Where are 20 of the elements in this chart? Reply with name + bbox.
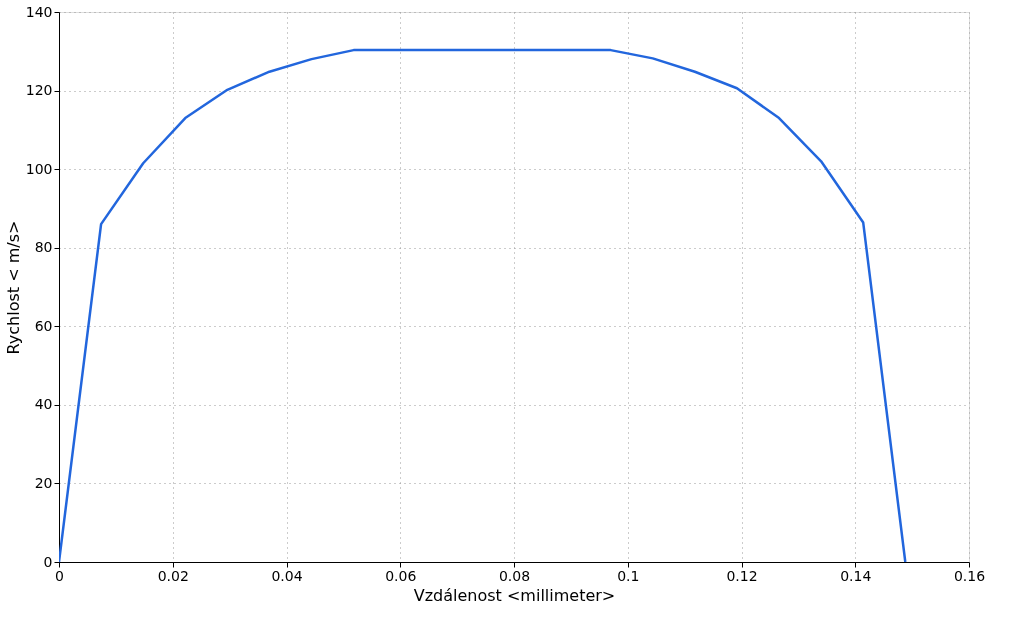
y-tick-label: 80 [34,239,53,256]
y-tick-label: 0 [43,553,53,570]
x-tick-label: 0.16 [953,567,986,584]
x-tick-label: 0.14 [840,567,872,584]
y-tick-label: 60 [34,317,53,334]
y-tick-label: 20 [34,474,53,491]
x-tick-label: 0.1 [617,567,640,584]
x-tick-label: 0.02 [157,567,189,584]
y-tick-label: 120 [25,82,53,99]
x-tick-label: 0.12 [726,567,758,584]
y-tick-label: 40 [34,396,53,413]
y-tick-label: 140 [25,3,53,20]
y-tick-label: 100 [25,160,53,177]
x-tick-label: 0.06 [385,567,417,584]
x-tick-label: 0.08 [498,567,531,584]
x-axis-title: Vzdálenost <millimeter> [413,585,616,605]
x-tick-label: 0 [55,567,64,584]
x-tick-label: 0.04 [271,567,303,584]
line-series [59,48,907,562]
y-axis-title: Rychlost < m/s> [3,220,23,355]
